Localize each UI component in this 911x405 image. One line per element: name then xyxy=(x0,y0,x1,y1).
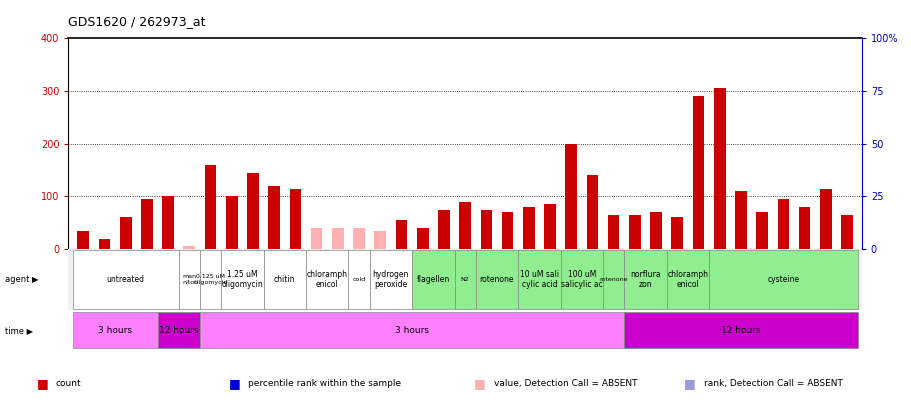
Bar xyxy=(459,202,470,249)
Bar xyxy=(306,250,348,309)
Bar xyxy=(416,228,428,249)
Text: 12 hours: 12 hours xyxy=(721,326,760,335)
Text: rotenone: rotenone xyxy=(479,275,514,284)
Bar xyxy=(73,250,179,309)
Bar xyxy=(517,250,560,309)
Bar xyxy=(141,199,152,249)
Bar xyxy=(777,199,788,249)
Text: cold: cold xyxy=(352,277,365,282)
Bar xyxy=(560,250,602,309)
Bar xyxy=(311,228,322,249)
Bar xyxy=(374,230,385,249)
Bar xyxy=(476,250,517,309)
Bar xyxy=(263,250,306,309)
Text: 3 hours: 3 hours xyxy=(98,326,132,335)
Bar xyxy=(691,96,703,249)
Text: chloramph
enicol: chloramph enicol xyxy=(306,270,347,289)
Bar xyxy=(501,212,513,249)
Text: percentile rank within the sample: percentile rank within the sample xyxy=(248,379,401,388)
Bar xyxy=(179,250,200,309)
Text: chitin: chitin xyxy=(273,275,295,284)
Bar xyxy=(395,220,407,249)
Bar xyxy=(798,207,810,249)
Bar xyxy=(119,217,131,249)
Bar xyxy=(200,250,220,309)
Bar xyxy=(268,186,280,249)
Bar xyxy=(412,250,454,309)
Bar xyxy=(220,250,263,309)
Bar xyxy=(247,173,259,249)
Text: ■: ■ xyxy=(474,377,486,390)
Text: count: count xyxy=(56,379,81,388)
Bar xyxy=(77,230,89,249)
Bar xyxy=(480,210,492,249)
Bar xyxy=(369,250,412,309)
Text: 0.125 uM
oligomycin: 0.125 uM oligomycin xyxy=(193,274,228,285)
Text: 1.25 uM
oligomycin: 1.25 uM oligomycin xyxy=(221,270,263,289)
Bar xyxy=(670,217,682,249)
Text: time ▶: time ▶ xyxy=(5,326,33,335)
Text: chloramph
enicol: chloramph enicol xyxy=(667,270,708,289)
Text: ■: ■ xyxy=(229,377,241,390)
Text: rotenone: rotenone xyxy=(599,277,627,282)
Text: man
nitol: man nitol xyxy=(182,274,196,285)
Text: ■: ■ xyxy=(36,377,48,390)
Bar xyxy=(73,312,158,348)
Bar xyxy=(565,144,577,249)
Bar xyxy=(734,191,746,249)
Bar xyxy=(840,215,852,249)
Bar xyxy=(200,312,623,348)
Bar xyxy=(290,188,301,249)
Bar xyxy=(602,250,623,309)
Bar xyxy=(709,250,856,309)
Bar xyxy=(204,165,216,249)
Bar xyxy=(650,212,661,249)
Text: rank, Detection Call = ABSENT: rank, Detection Call = ABSENT xyxy=(703,379,842,388)
Text: untreated: untreated xyxy=(107,275,145,284)
Bar xyxy=(623,312,856,348)
Text: cysteine: cysteine xyxy=(766,275,799,284)
Bar xyxy=(819,188,831,249)
Text: 100 uM
salicylic ac: 100 uM salicylic ac xyxy=(560,270,602,289)
Bar xyxy=(348,250,369,309)
Bar xyxy=(98,239,110,249)
Bar xyxy=(607,215,619,249)
Text: GDS1620 / 262973_at: GDS1620 / 262973_at xyxy=(68,15,206,28)
Bar xyxy=(162,196,174,249)
Text: 12 hours: 12 hours xyxy=(159,326,199,335)
Bar xyxy=(332,228,343,249)
Bar xyxy=(522,207,534,249)
Text: value, Detection Call = ABSENT: value, Detection Call = ABSENT xyxy=(493,379,636,388)
Bar xyxy=(183,246,195,249)
Bar xyxy=(544,204,555,249)
Bar xyxy=(158,312,200,348)
Bar xyxy=(226,196,238,249)
Bar xyxy=(666,250,709,309)
Bar xyxy=(623,250,666,309)
Bar xyxy=(454,250,476,309)
Bar xyxy=(755,212,767,249)
Text: agent ▶: agent ▶ xyxy=(5,275,38,284)
Text: ■: ■ xyxy=(683,377,695,390)
Bar xyxy=(629,215,640,249)
Text: norflura
zon: norflura zon xyxy=(630,270,660,289)
Text: N2: N2 xyxy=(460,277,469,282)
Bar xyxy=(586,175,598,249)
Bar xyxy=(437,210,449,249)
Text: 3 hours: 3 hours xyxy=(394,326,428,335)
Text: 10 uM sali
cylic acid: 10 uM sali cylic acid xyxy=(519,270,558,289)
Bar xyxy=(713,88,725,249)
Bar xyxy=(353,228,364,249)
Text: flagellen: flagellen xyxy=(416,275,449,284)
Text: hydrogen
peroxide: hydrogen peroxide xyxy=(373,270,409,289)
